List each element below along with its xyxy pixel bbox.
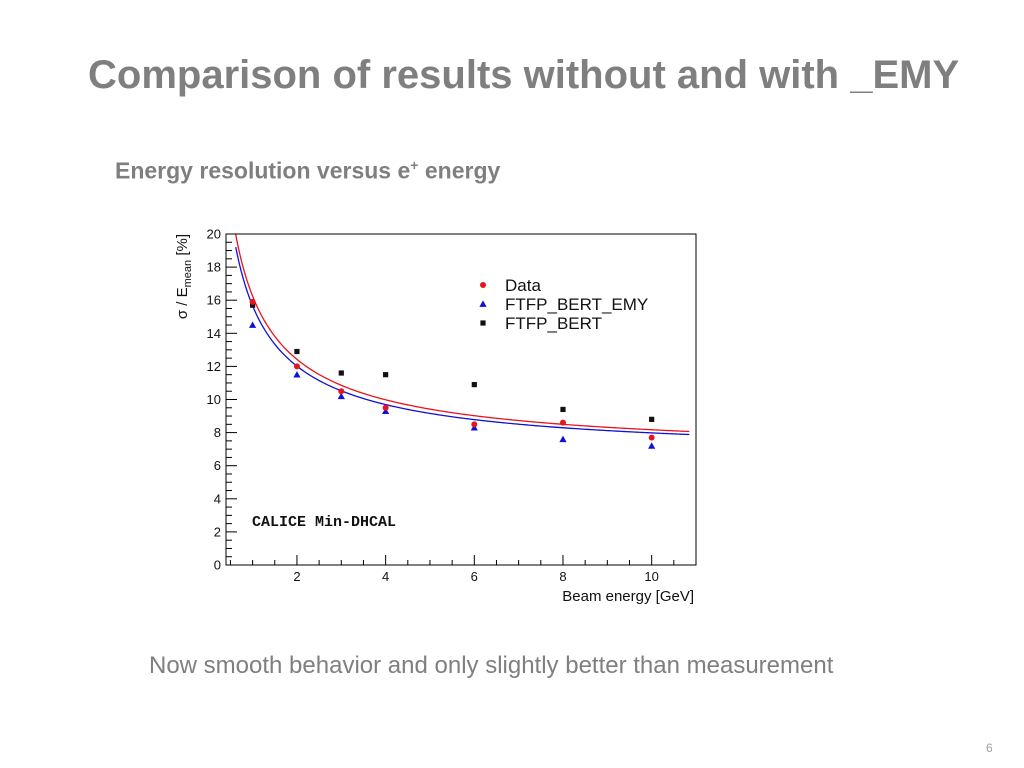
- y-tick-label: 6: [214, 458, 221, 473]
- legend-marker-ftfp-bert-emy: [479, 300, 487, 307]
- ftfp-bert-point: [294, 348, 300, 355]
- legend-marker-ftfp-bert: [480, 320, 486, 326]
- y-tick-label: 14: [207, 326, 221, 341]
- slide-subtitle: Energy resolution versus e+ energy: [115, 157, 500, 185]
- y-tick-label: 8: [214, 425, 221, 440]
- data-point: [338, 388, 345, 395]
- data-markers: [249, 298, 656, 449]
- x-tick-label: 6: [471, 569, 478, 584]
- x-tick-label: 4: [382, 569, 389, 584]
- energy-resolution-chart: 2 4 6 8 10 0 2 4 6 8 10 12 14 16 18 20 DataFTFP_BERT_E…: [174, 227, 697, 605]
- ftfp-bert-point: [471, 382, 477, 388]
- ftfp-bert-point: [560, 406, 566, 413]
- y-tick-label: 4: [214, 491, 221, 506]
- x-tick-label: 10: [644, 569, 658, 584]
- ftfp-bert-point: [383, 372, 389, 378]
- data-point: [559, 419, 566, 426]
- y-tick-label: 20: [207, 227, 221, 242]
- slide-title: Comparison of results without and with _…: [88, 53, 960, 97]
- plot-frame: [225, 233, 697, 566]
- ftfp-bert-emy-point: [293, 371, 301, 378]
- data-point: [648, 434, 655, 441]
- data-point: [471, 421, 478, 428]
- legend-marker-data: [480, 282, 486, 288]
- subtitle-text: Energy resolution versus e: [115, 157, 411, 184]
- y-axis-label: σ / Emean [%]: [174, 234, 194, 319]
- legend-label-ftfp-bert: FTFP_BERT: [505, 314, 602, 333]
- y-tick-label: 10: [207, 392, 221, 407]
- x-axis-label: Beam energy [GeV]: [562, 588, 694, 605]
- ftfp-bert-emy-point: [648, 442, 656, 449]
- slide-caption: Now smooth behavior and only slightly be…: [149, 652, 834, 679]
- y-axis-label-suffix: [%]: [174, 234, 191, 260]
- y-tick-label: 18: [207, 260, 221, 275]
- y-tick-label: 2: [214, 524, 221, 539]
- subtitle-text-end: energy: [418, 157, 501, 184]
- x-axis: 2 4 6 8 10: [293, 555, 659, 584]
- x-tick-label: 2: [293, 569, 300, 584]
- ftfp-bert-point: [250, 302, 256, 308]
- data-point: [249, 298, 256, 305]
- ftfp-bert-emy-point: [249, 321, 257, 328]
- legend-box: [466, 273, 676, 339]
- page-number: 6: [986, 741, 993, 755]
- ftfp-bert-point: [338, 370, 344, 376]
- y-axis-label-prefix: σ / E: [174, 287, 191, 319]
- legend-label-data: Data: [505, 276, 541, 295]
- minor-ticks: [226, 241, 675, 565]
- fit-curves: [234, 234, 690, 436]
- y-tick-label: 0: [214, 558, 221, 573]
- y-tick-label: 12: [207, 359, 221, 374]
- ftfp-bert-point: [649, 416, 655, 422]
- ftfp-bert-emy-point: [559, 435, 567, 443]
- ftfp-bert-emy-fit-curve: [235, 247, 690, 436]
- y-tick-label: 16: [207, 293, 221, 308]
- data-point: [382, 404, 389, 411]
- data-point: [293, 363, 300, 370]
- subtitle-superscript: +: [410, 157, 419, 173]
- legend-label-ftfp-bert-emy: FTFP_BERT_EMY: [505, 295, 648, 314]
- ftfp-bert-emy-point: [337, 392, 345, 400]
- x-tick-label: 8: [559, 569, 566, 584]
- calice-annotation: CALICE Min-DHCAL: [252, 514, 396, 531]
- data-fit-curve: [234, 234, 690, 433]
- y-axis: 0 2 4 6 8 10 12 14 16 18 20: [207, 227, 237, 573]
- y-axis-label-subscript: mean: [182, 260, 194, 288]
